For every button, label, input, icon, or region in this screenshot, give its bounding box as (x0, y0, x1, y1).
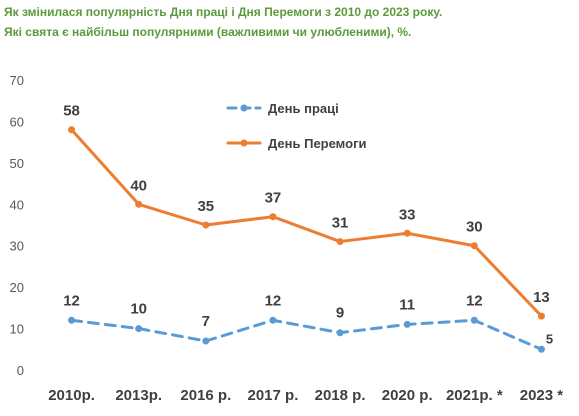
series-line-0 (70, 318, 543, 351)
y-tick-label: 0 (17, 363, 24, 378)
x-tick-label: 2021р. * (446, 387, 503, 404)
data-label: 35 (197, 198, 214, 215)
x-tick-label: 2010р. (48, 387, 95, 404)
y-tick-label: 40 (10, 197, 24, 212)
data-point (336, 238, 344, 246)
data-label: 12 (63, 292, 80, 309)
title-line-2: Які свята є найбільш популярними (важлив… (4, 25, 412, 39)
legend-label-0: День праці (268, 101, 339, 116)
data-label: 10 (130, 301, 147, 318)
x-tick-label: 2018 р. (315, 387, 366, 404)
legend-marker-0 (240, 104, 248, 112)
y-tick-label: 50 (10, 156, 24, 171)
x-tick-label: 2017 р. (248, 387, 299, 404)
data-label: 7 (202, 313, 210, 330)
data-label: 58 (63, 103, 80, 120)
data-point (269, 213, 277, 221)
data-label: 11 (399, 296, 415, 313)
data-label: 12 (466, 292, 483, 309)
data-point (470, 316, 478, 324)
data-point (135, 200, 143, 208)
data-point (537, 345, 545, 353)
title-line-1: Як змінилася популярність Дня праці і Дн… (4, 5, 443, 19)
data-point (135, 325, 143, 333)
data-point (269, 316, 277, 324)
data-point (403, 320, 411, 328)
data-point (68, 126, 76, 134)
data-label: 31 (332, 215, 349, 232)
data-label: 12 (265, 292, 282, 309)
legend-label-1: День Перемоги (268, 136, 366, 151)
data-label: 33 (399, 206, 416, 223)
y-tick-label: 10 (10, 322, 24, 337)
x-tick-label: 2016 р. (180, 387, 231, 404)
data-label: 9 (336, 305, 344, 322)
series-line-1 (70, 128, 543, 318)
y-tick-label: 70 (10, 73, 24, 88)
legend-marker-1 (240, 139, 248, 147)
data-label: 5 (546, 331, 553, 346)
data-label: 37 (265, 190, 282, 207)
data-point (202, 337, 210, 345)
x-tick-label: 2013р. (115, 387, 162, 404)
data-label: 40 (130, 177, 147, 194)
x-tick-label: 2023 * (520, 387, 564, 404)
data-point (537, 312, 545, 320)
data-point (403, 229, 411, 237)
y-tick-label: 30 (10, 239, 24, 254)
data-label: 30 (466, 219, 483, 236)
data-point (336, 329, 344, 337)
data-label: 13 (533, 289, 550, 306)
data-point (68, 316, 76, 324)
data-point (202, 221, 210, 229)
chart-title: Як змінилася популярність Дня праці і Дн… (4, 2, 576, 42)
y-tick-label: 60 (10, 114, 24, 129)
data-point (470, 242, 478, 250)
y-tick-label: 20 (10, 280, 24, 295)
x-tick-label: 2020 р. (382, 387, 433, 404)
